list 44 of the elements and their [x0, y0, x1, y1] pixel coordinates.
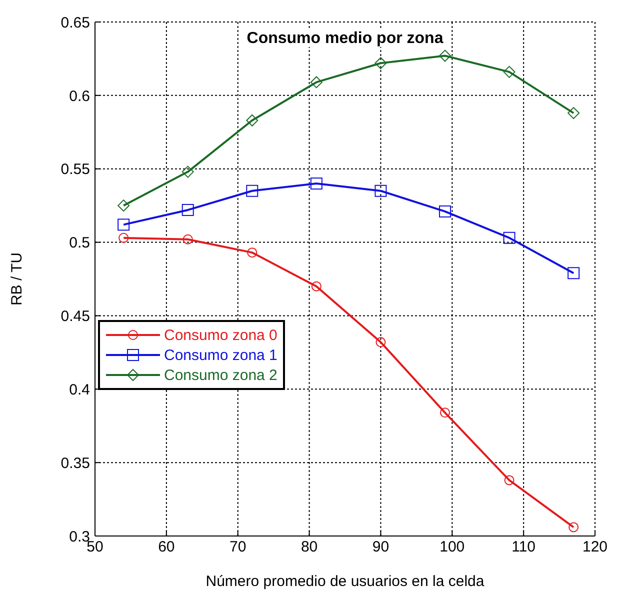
point: [568, 107, 580, 120]
y-tick-label: 0.65: [60, 14, 90, 32]
point: [503, 232, 516, 244]
x-tick-label: 60: [158, 538, 175, 556]
x-tick-label: 100: [440, 538, 465, 556]
point: [246, 184, 258, 197]
point: [118, 232, 129, 243]
y-tick-label: 0.55: [60, 161, 90, 178]
y-tick-label: 0.45: [60, 308, 90, 326]
point: [568, 522, 579, 532]
point: [247, 248, 258, 258]
point: [504, 475, 514, 486]
x-tick-label: 120: [582, 538, 608, 556]
y-tick-label: 0.4: [69, 381, 90, 398]
legend-label: Consumo zona 2: [164, 366, 278, 384]
point: [374, 57, 387, 70]
x-tick-label: 110: [512, 538, 536, 556]
y-tick-label: 0.5: [69, 234, 90, 252]
point: [118, 200, 130, 212]
x-tick-label: 70: [230, 538, 246, 556]
x-axis-title: Número promedio de usuarios en la celda: [206, 573, 485, 590]
point: [182, 204, 194, 216]
y-tick-label: 0.35: [60, 454, 90, 472]
point: [246, 114, 258, 126]
y-axis-title: RB / TU: [8, 252, 26, 306]
legend-label: Consumo zona 0: [164, 326, 278, 344]
legend-label: Consumo zona 1: [164, 346, 278, 364]
point: [182, 166, 194, 178]
point: [310, 178, 322, 190]
point: [439, 205, 451, 218]
text: Consumo medio por zona: [244, 30, 446, 47]
x-tick-label: 90: [372, 538, 390, 556]
point: [310, 76, 322, 88]
y-tick-label: 0.6: [69, 88, 90, 105]
point: [374, 184, 387, 197]
point: [311, 281, 322, 292]
point: [118, 218, 130, 231]
point: [440, 408, 450, 418]
point: [182, 234, 193, 244]
point: [376, 337, 386, 348]
x-tick-label: 80: [300, 538, 318, 556]
point: [503, 66, 516, 78]
point: [568, 267, 580, 280]
point: [439, 50, 451, 62]
